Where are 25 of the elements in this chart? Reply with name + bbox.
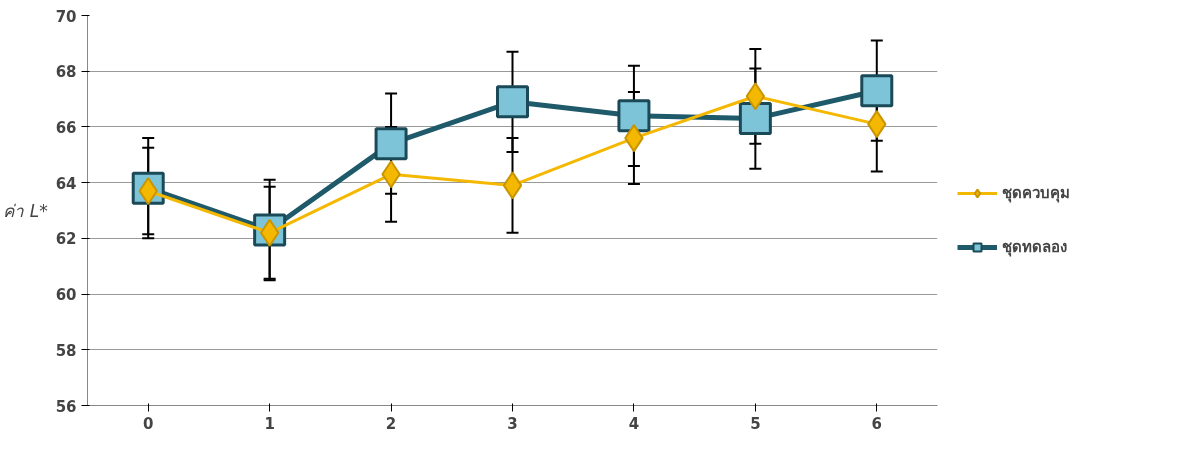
y-tick-label: 58 — [55, 341, 77, 360]
point — [502, 171, 523, 200]
point — [617, 99, 651, 133]
x-tick-label: 5 — [750, 414, 761, 433]
y-tick-label: 56 — [55, 397, 77, 416]
x-tick-label: 0 — [143, 414, 154, 433]
x-tick-label: 6 — [871, 414, 882, 433]
y-tick-label: 68 — [55, 63, 77, 82]
x-tick-label: 4 — [628, 414, 640, 433]
point — [738, 102, 772, 136]
y-tick-label: 62 — [55, 230, 77, 249]
y-tick-label: 64 — [55, 174, 77, 193]
legend-label: ชุดทดลอง — [1002, 236, 1067, 259]
point — [496, 85, 529, 119]
y-tick-label: 60 — [55, 286, 77, 305]
y-tick-label: 66 — [55, 118, 77, 137]
point — [374, 127, 408, 161]
x-tick-label: 3 — [507, 414, 518, 433]
x-tick-label: 1 — [264, 414, 275, 433]
x-tick-label: 2 — [385, 414, 397, 433]
legend-label: ชุดควบคุม — [1002, 182, 1070, 205]
point — [745, 82, 766, 111]
point — [860, 74, 894, 108]
y-tick-label: 70 — [55, 7, 77, 26]
y-axis-title: ค่า L* — [3, 200, 48, 221]
